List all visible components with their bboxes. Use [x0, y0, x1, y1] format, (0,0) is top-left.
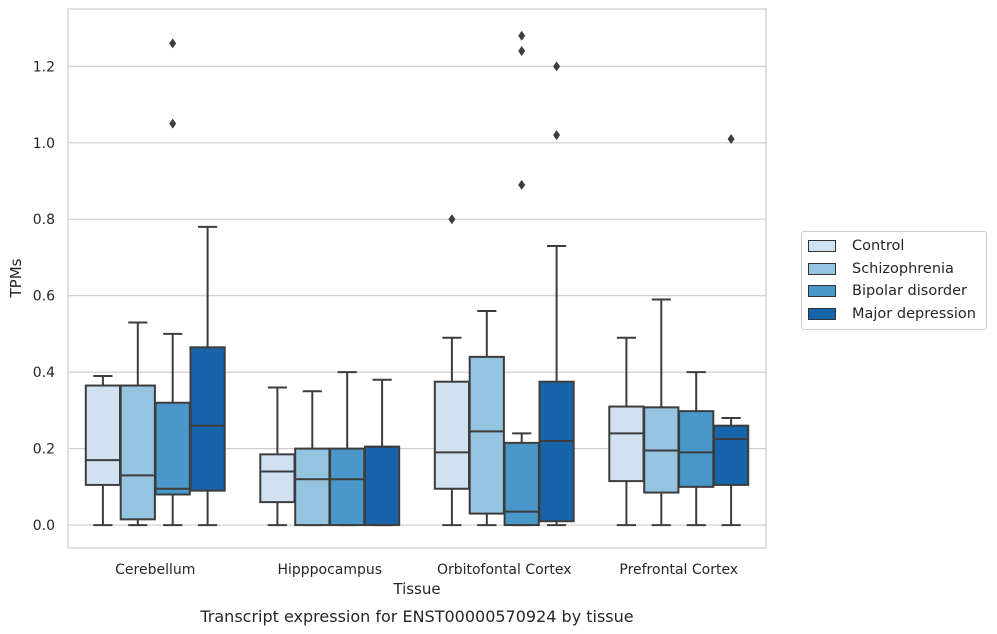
legend-swatch — [808, 285, 836, 298]
box-1-0 — [119, 321, 156, 527]
box-0-2 — [433, 214, 471, 527]
box-2-2 — [503, 30, 540, 527]
outlier-point — [518, 30, 526, 41]
box-0-3 — [608, 336, 645, 527]
box-iqr — [329, 447, 366, 527]
chart-caption: Transcript expression for ENST0000057092… — [199, 607, 633, 626]
box-2-1 — [329, 371, 366, 527]
x-tick-label: Prefrontal Cortex — [619, 562, 738, 578]
box-iqr — [189, 346, 226, 492]
legend-label: Bipolar disorder — [852, 283, 967, 300]
box-3-2 — [538, 61, 575, 527]
legend: Control Schizophrenia Bipolar disorder Majo… — [801, 231, 987, 330]
box-iqr — [468, 355, 505, 515]
box-iqr — [294, 447, 331, 527]
y-tick-labels: 0.0 0.2 0.4 0.6 0.8 1.0 1.2 — [33, 59, 55, 534]
y-tick-label: 0.8 — [33, 212, 55, 228]
y-tick-label: 0.6 — [33, 289, 55, 305]
box-1-3 — [643, 298, 680, 527]
x-tick-label: Cerebellum — [115, 562, 195, 578]
box-2-0 — [154, 38, 191, 527]
y-tick-label: 1.0 — [33, 136, 55, 152]
legend-swatch — [808, 262, 836, 275]
y-tick-label: 0.0 — [33, 518, 55, 534]
box-iqr — [119, 384, 156, 521]
y-tick-label: 0.2 — [33, 442, 55, 458]
outlier-point — [448, 214, 456, 225]
box-1-1 — [294, 390, 331, 527]
legend-label: Schizophrenia — [852, 260, 954, 277]
legend-item: Bipolar disorder — [802, 280, 986, 303]
box-iqr — [503, 441, 540, 527]
outlier-point — [518, 46, 526, 57]
x-tick-labels: Cerebellum Hipppocampus Orbitofontal Corte… — [115, 562, 738, 578]
x-tick-label: Orbitofontal Cortex — [437, 562, 572, 578]
box-iqr — [538, 380, 575, 523]
outlier-point — [169, 118, 177, 129]
box-2-3 — [678, 371, 715, 527]
box-series — [84, 30, 750, 527]
box-3-0 — [189, 225, 226, 527]
legend-item: Major depression — [802, 303, 986, 326]
box-0-1 — [259, 386, 296, 527]
box-3-3 — [712, 133, 750, 527]
box-iqr — [84, 384, 122, 486]
outlier-point — [553, 130, 561, 141]
outlier-point — [553, 61, 561, 72]
legend-label: Major depression — [852, 305, 976, 322]
box-1-2 — [468, 309, 505, 527]
box-3-1 — [363, 378, 401, 527]
y-axis-title: TPMs — [7, 258, 25, 298]
box-iqr — [433, 380, 471, 490]
box-iqr — [259, 453, 296, 504]
legend-swatch — [808, 307, 836, 320]
outlier-point — [169, 38, 177, 49]
box-iqr — [154, 401, 191, 496]
y-tick-label: 0.4 — [33, 365, 55, 381]
outlier-point — [518, 179, 526, 190]
x-tick-label: Hipppocampus — [277, 562, 382, 578]
legend-item: Control — [802, 235, 986, 258]
box-iqr — [608, 405, 645, 483]
box-iqr — [363, 445, 401, 527]
box-0-0 — [84, 374, 122, 527]
outlier-point — [727, 133, 735, 144]
y-tick-label: 1.2 — [33, 59, 55, 75]
box-iqr — [712, 424, 750, 486]
legend-item: Schizophrenia — [802, 258, 986, 281]
legend-label: Control — [852, 238, 905, 255]
x-axis-title: Tissue — [392, 580, 440, 598]
legend-swatch — [808, 240, 836, 253]
box-iqr — [678, 410, 715, 488]
